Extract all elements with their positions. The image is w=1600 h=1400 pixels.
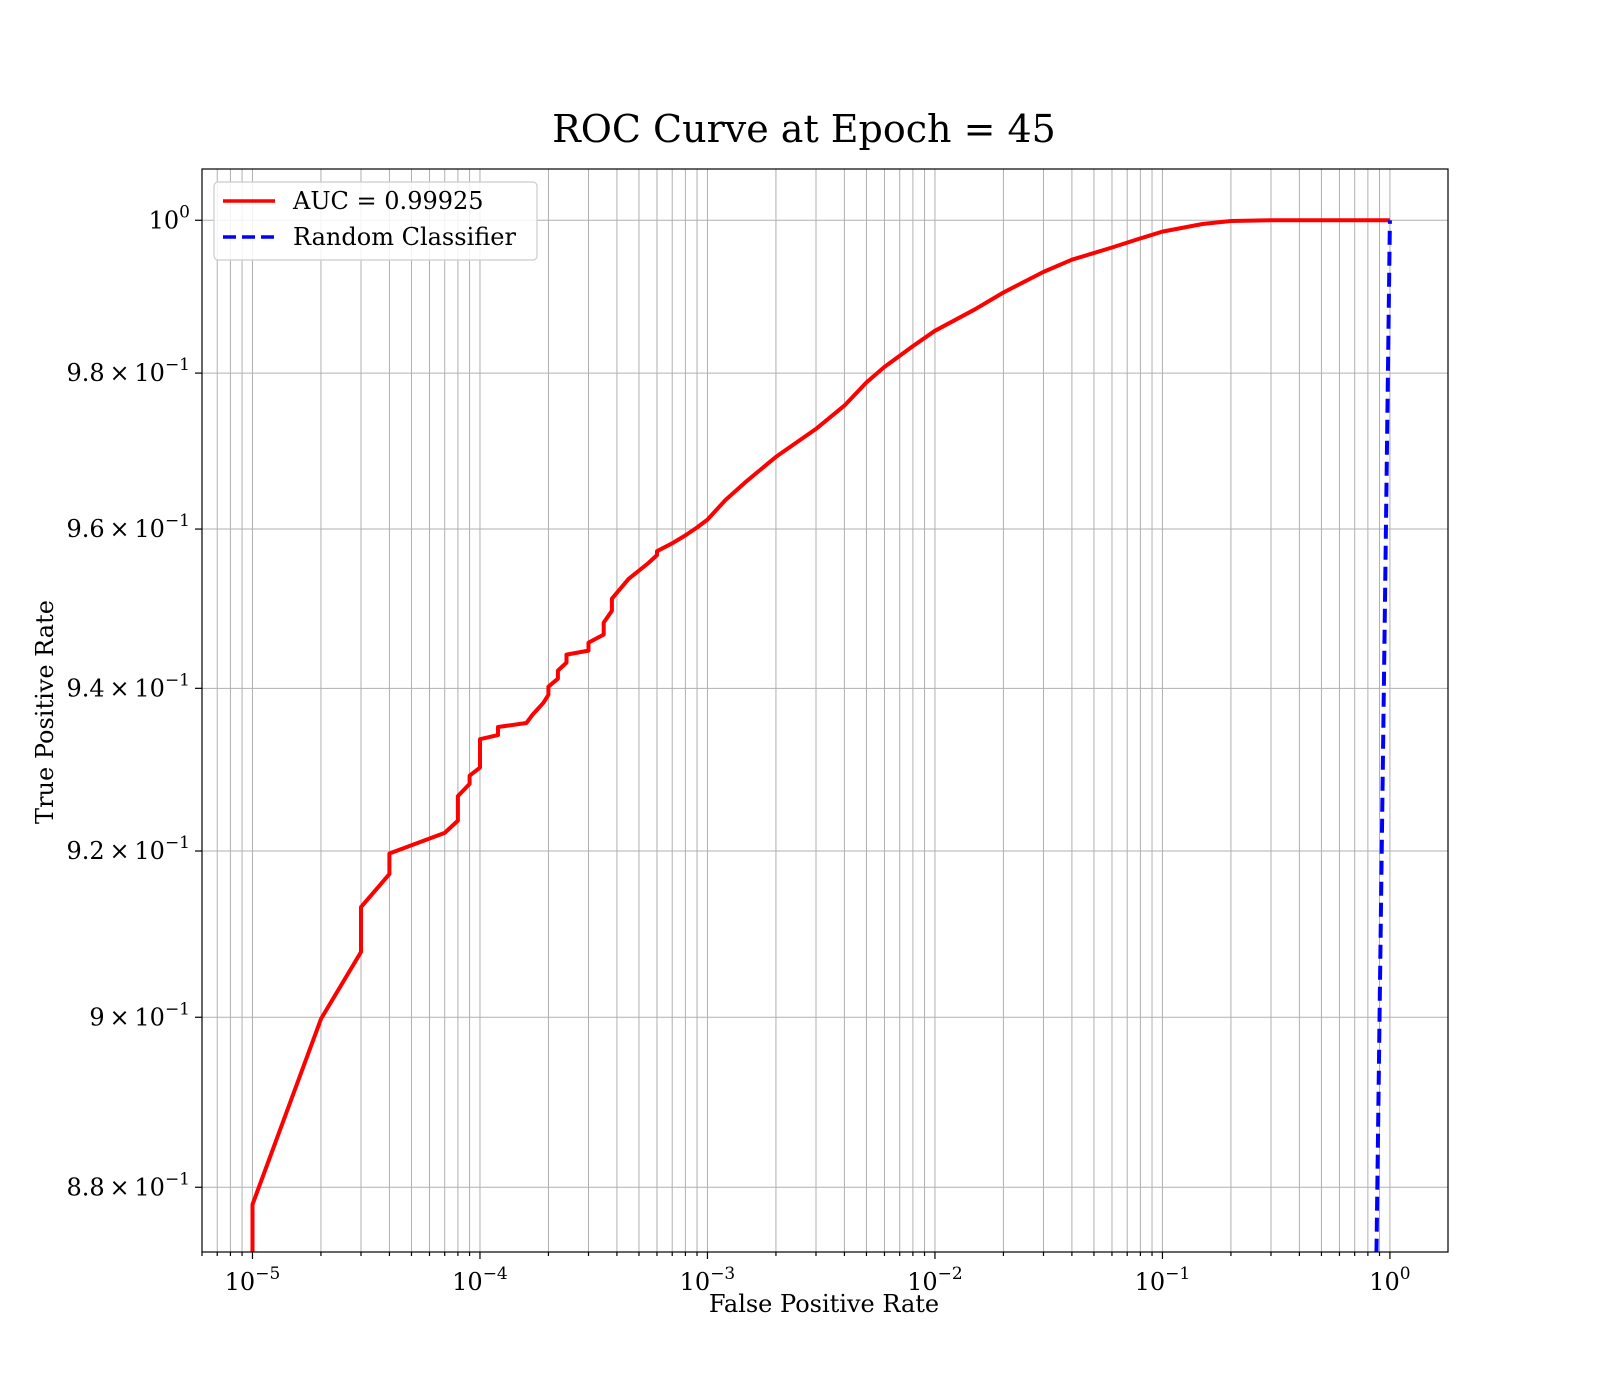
axis-ticks: 10−5 10−4 10−3 10−2 10−1 100 100 9.8 × 10−1 9.6 … bbox=[67, 202, 1411, 1296]
x-tick-label: 10−1 bbox=[1135, 1264, 1191, 1296]
legend-label-roc: AUC = 0.99925 bbox=[292, 187, 484, 215]
x-tick-label: 10−4 bbox=[452, 1264, 508, 1296]
y-tick-label: 9.6 × 10−1 bbox=[67, 511, 190, 543]
series-layer bbox=[250, 218, 1392, 1252]
x-tick-label: 100 bbox=[1369, 1264, 1410, 1296]
chart-title: ROC Curve at Epoch = 45 bbox=[552, 107, 1056, 151]
x-axis-label: False Positive Rate bbox=[709, 1290, 939, 1318]
random-classifier-line bbox=[1374, 220, 1392, 1252]
grid-lines bbox=[201, 169, 1448, 1252]
legend: AUC = 0.99925 Random Classifier bbox=[213, 181, 538, 261]
roc-curve-line bbox=[250, 218, 1390, 1252]
x-tick-label: 10−2 bbox=[907, 1264, 963, 1296]
y-tick-label: 8.8 × 10−1 bbox=[67, 1169, 190, 1201]
y-tick-label: 9.8 × 10−1 bbox=[67, 355, 190, 387]
x-tick-label: 10−5 bbox=[225, 1264, 281, 1296]
plot-frame bbox=[201, 168, 1449, 1253]
y-tick-label: 9 × 10−1 bbox=[89, 999, 190, 1031]
x-tick-label: 10−3 bbox=[680, 1264, 736, 1296]
legend-box bbox=[213, 181, 538, 261]
y-tick-label: 9.2 × 10−1 bbox=[67, 833, 190, 865]
y-tick-label: 9.4 × 10−1 bbox=[67, 670, 190, 702]
legend-label-random: Random Classifier bbox=[293, 223, 516, 251]
y-tick-label: 100 bbox=[149, 202, 190, 234]
y-axis-label: True Positive Rate bbox=[31, 600, 59, 824]
